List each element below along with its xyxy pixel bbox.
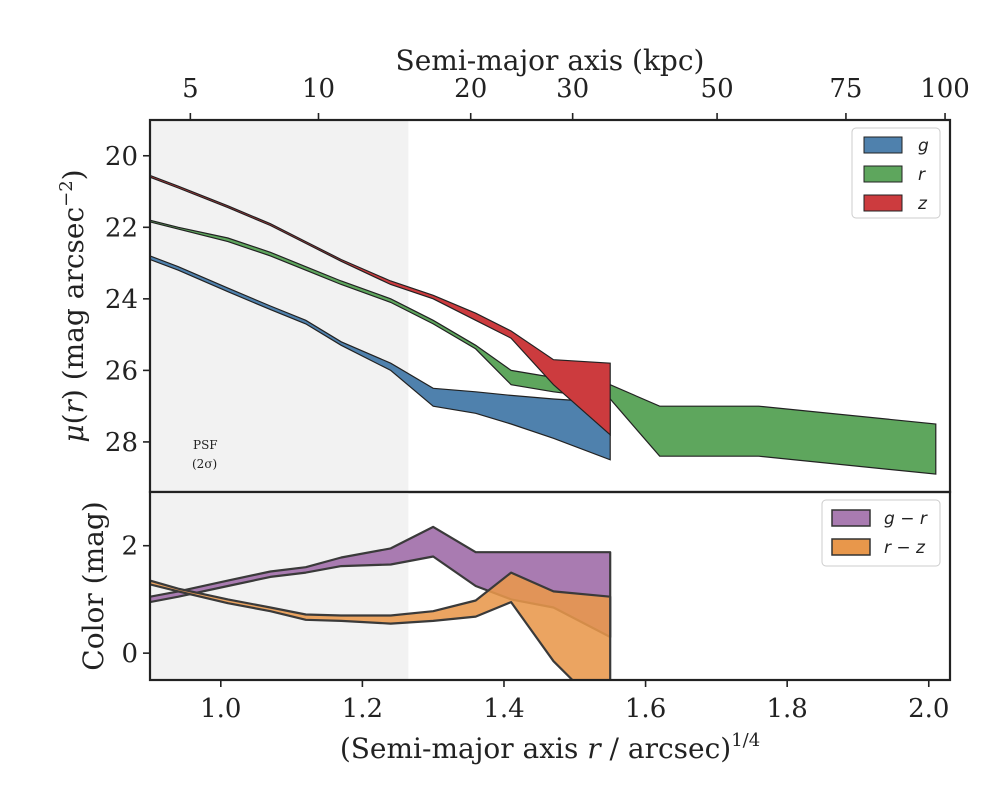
bottom-series-group: [150, 525, 612, 680]
top-xtick-label-30: 30: [556, 74, 589, 104]
ylabel-end: ): [57, 169, 90, 180]
legend-label-g-r: g − r: [884, 509, 928, 529]
top-xtick-label-75: 75: [829, 74, 862, 104]
xlabel-post: / arcsec): [601, 732, 732, 765]
bottom-y-ticks: 02: [121, 532, 150, 669]
ylabel-exp: −2: [56, 180, 77, 207]
top-xtick-label-20: 20: [454, 74, 487, 104]
top-ytick-label-24: 24: [105, 285, 138, 315]
bottom-y-axis-label: Color (mag): [77, 501, 110, 670]
legend-swatch-g: [863, 136, 903, 154]
bottom-xtick-label-2.0: 2.0: [908, 694, 949, 724]
bottom-xtick-label-1.2: 1.2: [342, 694, 383, 724]
bottom-xtick-label-1.6: 1.6: [625, 694, 666, 724]
psf-annotation-line2: (2σ): [192, 457, 217, 471]
xlabel-var: r: [587, 732, 602, 765]
band-z: [150, 174, 611, 437]
top-ytick-label-20: 20: [105, 142, 138, 172]
top-y-axis-label: μ(r) (mag arcsec−2): [56, 169, 90, 442]
top-x-ticks: 5 10 20 30 50 75 100: [182, 74, 970, 120]
bottom-xtick-label-1.0: 1.0: [200, 694, 241, 724]
bottom-x-axis-label: (Semi-major axis r / arcsec)1/4: [340, 730, 760, 765]
psf-annotation-line1: PSF: [193, 438, 218, 452]
ylabel-close: ): [57, 389, 90, 400]
legend-swatch-g-r: [831, 509, 871, 527]
band-r-minus-z: [150, 571, 612, 680]
top-y-ticks: 20 22 24 26 28: [105, 142, 150, 458]
legend-swatch-r-z: [831, 538, 871, 556]
top-series-group: [150, 174, 937, 475]
bottom-xtick-label-1.4: 1.4: [483, 694, 524, 724]
legend-swatch-z: [863, 194, 903, 212]
top-x-axis-label: Semi-major axis (kpc): [396, 44, 705, 77]
ylabel-open: (: [57, 413, 90, 424]
top-xtick-label-100: 100: [920, 74, 970, 104]
top-ytick-label-22: 22: [105, 213, 138, 243]
bottom-x-ticks: 1.0 1.2 1.4 1.6 1.8 2.0: [200, 680, 949, 724]
bottom-panel: 02 1.0 1.2 1.4 1.6 1.8 2.0 g − r r − z Color …: [77, 490, 952, 765]
top-ytick-label-26: 26: [105, 356, 138, 386]
xlabel-pre: (Semi-major axis: [340, 732, 587, 765]
band-g: [150, 255, 611, 461]
bottom-ytick-label-0: 0: [121, 639, 138, 669]
legend-label-z: z: [917, 194, 928, 214]
legend-swatch-r: [863, 165, 903, 183]
ylabel-var: r: [57, 398, 90, 413]
top-legend: g r z: [851, 127, 941, 219]
legend-label-r-z: r − z: [884, 538, 926, 558]
top-panel: 20 22 24 26 28 5 10 20 30 50 75 100 PSF (2σ) g r z…: [56, 44, 970, 494]
top-xtick-label-50: 50: [701, 74, 734, 104]
top-xtick-label-5: 5: [182, 74, 199, 104]
top-ytick-label-28: 28: [105, 428, 138, 458]
bottom-xtick-label-1.8: 1.8: [766, 694, 807, 724]
psf-shaded-region-bottom: [150, 492, 409, 680]
ylabel-mu: μ: [57, 424, 90, 442]
bottom-legend: g − r r − z: [821, 499, 941, 567]
legend-label-r: r: [918, 165, 926, 185]
bottom-ytick-label-2: 2: [121, 532, 138, 562]
top-xtick-label-10: 10: [302, 74, 335, 104]
band-r: [150, 219, 937, 475]
psf-shaded-region-top: [150, 120, 409, 492]
legend-label-g: g: [918, 136, 929, 156]
ylabel-unit: (mag arcsec: [57, 207, 90, 389]
bottom-panel-frame: [148, 490, 952, 682]
xlabel-exp: 1/4: [731, 730, 760, 751]
